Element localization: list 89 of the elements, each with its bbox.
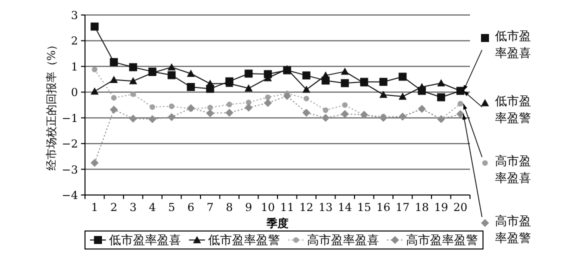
point <box>168 103 174 110</box>
y-tick-label: −1 <box>62 112 78 125</box>
point <box>456 110 464 118</box>
y-tick-label: 3 <box>71 9 78 22</box>
x-tick-label: 11 <box>280 201 294 214</box>
point <box>90 87 99 95</box>
y-tick-label: 0 <box>71 86 78 100</box>
y-tick-label: −3 <box>62 163 78 176</box>
legend-label: 低市盈率盈警 <box>208 233 280 247</box>
point <box>129 77 138 84</box>
point <box>437 79 446 86</box>
y-tick-label: −2 <box>62 138 78 151</box>
point <box>244 104 253 112</box>
point <box>379 114 388 122</box>
point <box>340 68 349 75</box>
x-axis-title: 季度 <box>266 217 288 230</box>
point <box>437 93 446 102</box>
y-tick-label: 2 <box>71 34 78 48</box>
point <box>304 96 310 102</box>
point <box>340 79 349 88</box>
point <box>398 92 407 100</box>
point <box>342 102 348 108</box>
y-tick-label: 1 <box>71 60 78 74</box>
point <box>265 94 271 100</box>
point <box>129 63 138 72</box>
x-tick-label: 8 <box>226 201 233 214</box>
point <box>129 114 138 123</box>
legend-label: 高市盈率盈警 <box>406 233 478 247</box>
x-tick-label: 1 <box>91 201 98 214</box>
point <box>264 98 272 107</box>
point <box>168 113 176 122</box>
point <box>186 83 195 91</box>
point <box>244 84 253 92</box>
x-tick-label: 5 <box>168 201 176 214</box>
y-axis-title: 经市场校正的回报率（%） <box>45 39 58 171</box>
x-tick-label: 14 <box>338 201 352 214</box>
point <box>130 91 136 97</box>
point <box>90 158 99 167</box>
point <box>302 108 310 117</box>
point <box>225 108 234 117</box>
point <box>302 86 310 93</box>
x-tick-label: 9 <box>245 201 252 214</box>
legend-label: 高市盈率盈喜 <box>307 233 379 247</box>
point <box>110 76 118 83</box>
point <box>206 109 214 118</box>
point <box>379 90 388 98</box>
point <box>92 66 98 72</box>
x-tick-label: 15 <box>357 201 372 214</box>
point <box>168 63 176 70</box>
x-tick-label: 4 <box>148 201 156 214</box>
point <box>340 110 349 118</box>
point <box>110 106 118 114</box>
annotation: 低市盈率盈警 <box>495 94 531 125</box>
x-tick-label: 7 <box>206 201 214 214</box>
point <box>90 22 99 31</box>
y-tick-label: −4 <box>62 189 78 202</box>
point <box>111 95 117 101</box>
legend-label: 低市盈率盈喜 <box>109 233 181 247</box>
point <box>379 78 388 86</box>
point <box>207 104 213 110</box>
x-tick-label: 2 <box>110 201 118 214</box>
x-tick-label: 6 <box>187 201 194 214</box>
x-tick-label: 17 <box>396 201 410 214</box>
point <box>186 70 195 77</box>
x-tick-label: 20 <box>453 201 468 214</box>
point <box>458 100 464 107</box>
annotation: 低市盈率盈喜 <box>495 29 531 60</box>
annotation: 高市盈率盈警 <box>495 214 531 245</box>
point <box>168 71 176 80</box>
x-tick-label: 19 <box>434 201 448 214</box>
annotation: 高市盈率盈喜 <box>495 154 531 185</box>
point <box>283 92 292 100</box>
x-tick-label: 13 <box>318 201 333 214</box>
point <box>398 72 407 81</box>
x-tick-label: 18 <box>414 201 429 214</box>
point <box>226 102 232 108</box>
x-tick-label: 10 <box>260 201 275 214</box>
x-tick-label: 3 <box>130 201 137 214</box>
point <box>110 58 118 66</box>
point <box>418 83 426 90</box>
point <box>148 115 156 124</box>
point <box>302 71 310 80</box>
x-tick-label: 12 <box>299 201 314 214</box>
point <box>322 107 328 113</box>
point <box>322 114 330 122</box>
point <box>150 104 156 110</box>
point <box>244 70 253 78</box>
x-tick-label: 16 <box>376 201 390 214</box>
point <box>322 71 330 79</box>
